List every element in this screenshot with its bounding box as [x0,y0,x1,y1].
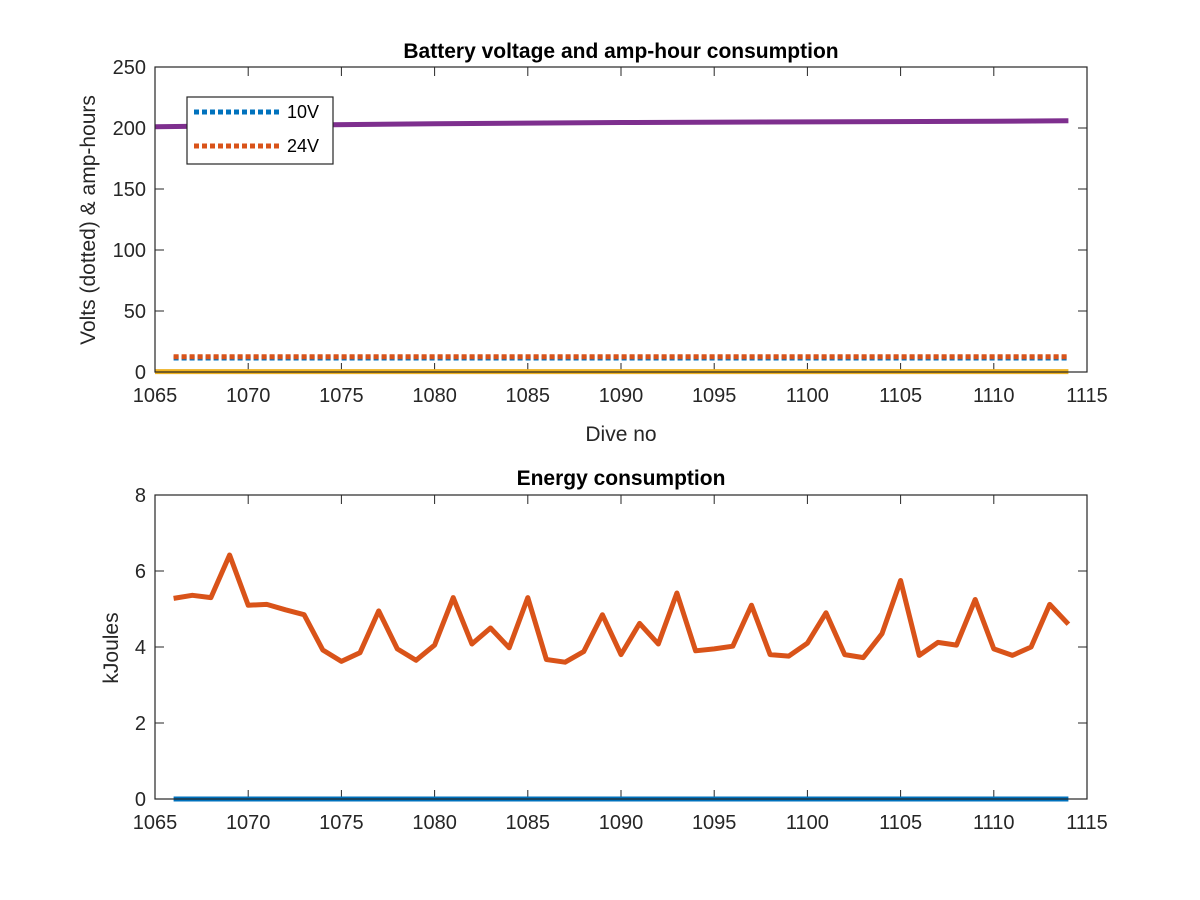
y-tick-label: 4 [135,637,146,659]
y-tick-label: 200 [113,118,146,140]
energy-subplot: Energy consumption 1065 1070 1075 1080 1085 1… [100,467,1108,834]
x-tick-label: 1070 [226,812,271,834]
x-tick-label: 1095 [692,812,737,834]
x-tick-label: 1105 [879,385,922,407]
legend-label-10v: 10V [287,102,319,122]
x-tick-label: 1100 [786,385,829,407]
voltage-chart-title: Battery voltage and amp-hour consumption [403,40,838,63]
voltage-x-label: Dive no [585,423,656,446]
voltage-y-label: Volts (dotted) & amp-hours [77,95,100,345]
energy-axis-ticks: 1065 1070 1075 1080 1085 1090 1095 1100 1105 1110… [133,485,1108,834]
energy-y-label: kJoules [100,612,123,683]
x-tick-label: 1085 [506,385,551,407]
energy-axes-box [154,494,1088,800]
x-tick-label: 1115 [1066,385,1108,407]
y-tick-label: 6 [135,561,146,583]
series-line-1-0 [173,552,1071,665]
y-tick-label: 150 [113,179,146,201]
legend-box [186,96,334,165]
y-tick-label: 0 [135,789,146,811]
x-tick-label: 1095 [692,385,737,407]
x-tick-label: 1085 [506,812,551,834]
x-tick-label: 1105 [879,812,922,834]
x-tick-label: 1065 [133,812,178,834]
x-tick-label: 1090 [599,812,644,834]
y-tick-label: 100 [113,240,146,262]
x-tick-label: 1110 [973,812,1015,834]
legend: 10V 24V [186,96,334,165]
energy-chart-title: Energy consumption [517,467,726,490]
voltage-subplot: Battery voltage and amp-hour consumption… [77,40,1108,446]
x-tick-label: 1065 [133,385,178,407]
legend-label-24v: 24V [287,136,319,156]
x-tick-label: 1070 [226,385,271,407]
y-tick-label: 0 [135,362,146,384]
y-tick-label: 8 [135,485,146,507]
x-tick-label: 1075 [319,385,364,407]
y-tick-label: 2 [135,713,146,735]
x-tick-label: 1115 [1066,812,1108,834]
x-tick-label: 1100 [786,812,829,834]
x-tick-label: 1110 [973,385,1015,407]
x-tick-label: 1075 [319,812,364,834]
y-tick-label: 250 [113,57,146,79]
x-tick-label: 1090 [599,385,644,407]
y-tick-label: 50 [124,301,146,323]
voltage-axes-box [154,66,1088,373]
x-tick-label: 1080 [412,812,457,834]
x-tick-label: 1080 [412,385,457,407]
voltage-axis-ticks: 1065 1070 1075 1080 1085 1090 1095 1100 1105 1110… [113,57,1108,407]
